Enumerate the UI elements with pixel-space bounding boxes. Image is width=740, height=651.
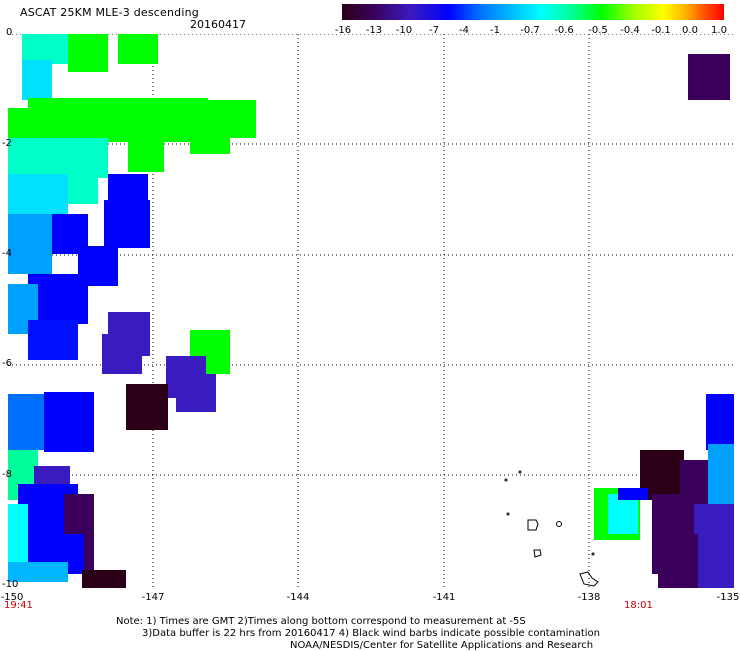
colorbar-tick: -0.6: [554, 25, 574, 36]
island-outlines: [504, 470, 599, 587]
colorbar: [342, 4, 724, 20]
note-line-1: Note: 1) Times are GMT 2)Times along bot…: [116, 616, 526, 627]
x-tick-label: -141: [432, 592, 456, 603]
colorbar-tick: -0.5: [588, 25, 608, 36]
colorbar-tick: 1.0: [711, 25, 727, 36]
y-tick-label: -6: [2, 358, 12, 369]
note-line-3: NOAA/NESDIS/Center for Satellite Applica…: [290, 640, 594, 651]
map-title: ASCAT 25KM MLE-3 descending: [20, 6, 199, 19]
x-tick-label: -150: [0, 592, 24, 603]
colorbar-tick: -13: [365, 25, 383, 36]
y-tick-label: -10: [2, 579, 19, 590]
map-date: 20160417: [190, 18, 246, 31]
colorbar-tick: -10: [395, 25, 413, 36]
colorbar-tick: -0.7: [520, 25, 540, 36]
wind-swath-right: [594, 54, 734, 588]
x-tick-label: -138: [577, 592, 601, 603]
colorbar-tick: 0.0: [682, 25, 698, 36]
y-tick-label: -4: [2, 248, 12, 259]
x-tick-label: -147: [141, 592, 165, 603]
colorbar-tick: -4: [459, 25, 469, 36]
note-line-2: 3)Data buffer is 22 hrs from 20160417 4)…: [142, 628, 600, 639]
y-tick-label: -8: [2, 469, 12, 480]
colorbar-tick: -1: [490, 25, 500, 36]
x-tick-label: -135: [716, 592, 740, 603]
y-tick-label: -2: [2, 138, 12, 149]
wind-swath-left: [8, 34, 256, 588]
colorbar-tick: -16: [334, 25, 352, 36]
colorbar-tick: -7: [429, 25, 439, 36]
colorbar-tick: -0.4: [620, 25, 640, 36]
colorbar-tick: -0.1: [651, 25, 671, 36]
y-tick-label: 0: [6, 27, 13, 38]
x-tick-label: -144: [286, 592, 310, 603]
time-label-left: 19:41: [4, 600, 33, 611]
map-plot: [8, 34, 734, 588]
time-label-right: 18:01: [624, 600, 653, 611]
